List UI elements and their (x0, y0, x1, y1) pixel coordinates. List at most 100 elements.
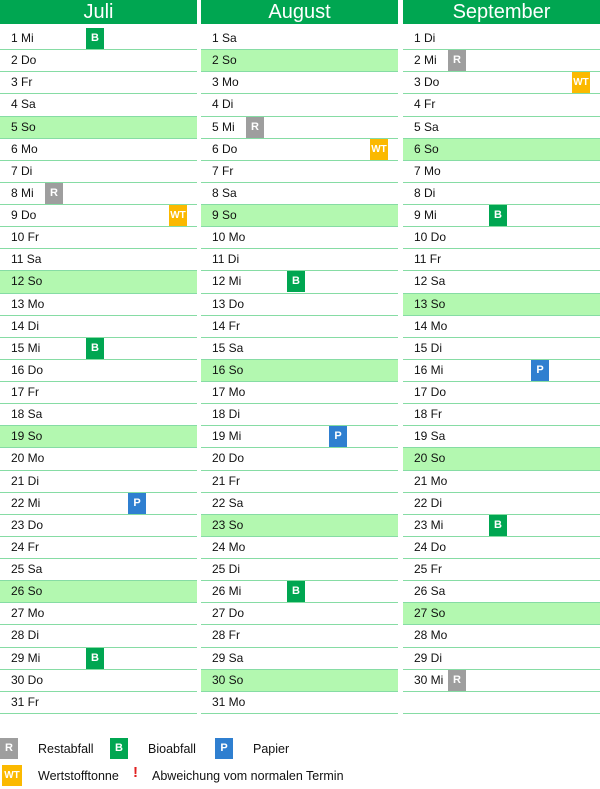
pickup-badge-r: R (448, 669, 466, 691)
day-label: 1 Sa (212, 31, 237, 45)
pickup-badge-b: B (86, 647, 104, 669)
day-row: 15 Di (403, 338, 600, 360)
legend-label-restabfall: Restabfall (38, 742, 94, 756)
pickup-badge-wt: WT (370, 138, 388, 160)
day-label: 15 Di (414, 340, 443, 355)
pickup-badge-r: R (45, 182, 63, 204)
day-row: 7 Fr (201, 161, 398, 183)
day-label: 3 Mo (212, 75, 239, 90)
day-label: 7 Mo (414, 163, 441, 178)
day-label: 4 Di (212, 97, 234, 112)
day-label: 23 Do (11, 517, 44, 532)
day-label: 7 Fr (212, 163, 234, 178)
day-row: 11 Sa (0, 249, 197, 272)
day-label: 1 Mi (11, 31, 34, 45)
day-row: 29 Di (403, 648, 600, 670)
day-row: 25 Fr (403, 559, 600, 582)
day-row: 30 Do (0, 670, 197, 692)
day-label: 31 Mo (212, 694, 246, 709)
day-row: 20 Do (201, 448, 398, 471)
legend-label-wertstofftonne: Wertstofftonne (38, 769, 119, 783)
day-label: 29 Sa (212, 650, 244, 665)
day-label: 10 Do (414, 230, 447, 245)
day-row: 19 Sa (403, 426, 600, 449)
day-row: 26 So (0, 581, 197, 604)
day-row: 23 Mi B (403, 514, 600, 537)
day-row: 30 So (201, 669, 398, 692)
day-label: 12 Mi (212, 274, 242, 289)
month-header: August (201, 0, 398, 24)
day-label: 16 Do (11, 362, 44, 377)
day-label: 23 So (212, 517, 244, 532)
day-row: 14 Mo (403, 316, 600, 338)
day-label: 24 Mo (212, 539, 246, 554)
day-label: 3 Fr (11, 75, 33, 90)
day-row: 21 Di (0, 471, 197, 493)
day-label: 18 Sa (11, 407, 43, 422)
day-row: 21 Mo (403, 471, 600, 493)
day-label: 14 Mo (414, 318, 448, 333)
pickup-badge-b: B (489, 205, 507, 226)
day-label: 14 Di (11, 318, 40, 333)
day-row: 18 Di (201, 404, 398, 427)
legend-label-papier: Papier (253, 742, 290, 756)
day-row: 12 Sa (403, 271, 600, 294)
restabfall-badge: R (0, 738, 18, 759)
day-label: 19 Sa (414, 429, 446, 444)
day-label: 8 Mi (11, 185, 34, 200)
day-label: 7 Di (11, 163, 33, 178)
pickup-badge-p: P (531, 359, 549, 381)
pickup-badge-b: B (287, 271, 305, 293)
pickup-badge-wt: WT (572, 72, 590, 94)
day-row: 6 So (403, 138, 600, 161)
day-label: 19 Mi (212, 429, 242, 444)
day-row: 4 Di (201, 94, 398, 117)
day-row: 8 Sa (201, 183, 398, 205)
day-row: 2 Do (0, 50, 197, 73)
day-row: 29 Sa (201, 648, 398, 670)
day-label: 29 Di (414, 650, 443, 665)
day-row: 4 Fr (403, 94, 600, 117)
day-label: 17 Fr (11, 385, 40, 399)
day-row: 16 Mi P (403, 359, 600, 382)
day-label: 8 Sa (212, 185, 237, 200)
day-label: 11 Fr (414, 252, 442, 267)
day-row: 20 So (403, 448, 600, 471)
day-label: 10 Mo (212, 230, 246, 245)
day-label: 2 Mi (414, 53, 437, 68)
day-label: 15 Mi (11, 340, 41, 355)
day-label: 30 Mi (414, 672, 444, 687)
day-row: 22 Sa (201, 493, 398, 515)
day-row: 6 Mo (0, 139, 197, 161)
day-label: 26 Sa (414, 584, 446, 599)
day-label: 24 Do (414, 539, 447, 554)
day-label: 25 Di (212, 562, 241, 576)
day-label: 18 Fr (414, 407, 443, 422)
day-row: 28 Fr (201, 625, 398, 648)
day-label: 11 Di (212, 252, 240, 267)
pickup-badge-b: B (287, 581, 305, 603)
day-label: 5 Sa (414, 119, 439, 134)
pickup-badge-b: B (86, 28, 104, 49)
day-row: 24 Do (403, 537, 600, 559)
day-row: 25 Di (201, 559, 398, 582)
day-label: 5 So (11, 119, 36, 134)
day-label: 6 So (414, 141, 439, 156)
pickup-badge-wt: WT (169, 205, 187, 226)
day-row: 10 Fr (0, 227, 197, 250)
month-column-juli: Juli 1 Mi B 2 Do 3 Fr 4 Sa 5 So 6 Mo 7 Di 8 Mi R 9 … (0, 0, 197, 714)
day-row: 9 Mi B (403, 205, 600, 228)
day-label: 16 Mi (414, 362, 444, 377)
day-row: 9 Do WT (0, 205, 197, 228)
day-row: 23 So (201, 514, 398, 537)
day-label: 20 Do (212, 451, 245, 466)
day-row: 6 Do WT (201, 138, 398, 161)
day-label: 22 Di (414, 495, 443, 510)
day-label: 17 Mo (212, 385, 246, 399)
day-label: 4 Sa (11, 97, 36, 112)
day-row: 16 So (201, 359, 398, 382)
day-row: 22 Mi P (0, 492, 197, 515)
exclamation-icon: ! (133, 764, 138, 781)
day-row: 31 Fr (0, 692, 197, 714)
day-row: 1 Sa (201, 28, 398, 51)
